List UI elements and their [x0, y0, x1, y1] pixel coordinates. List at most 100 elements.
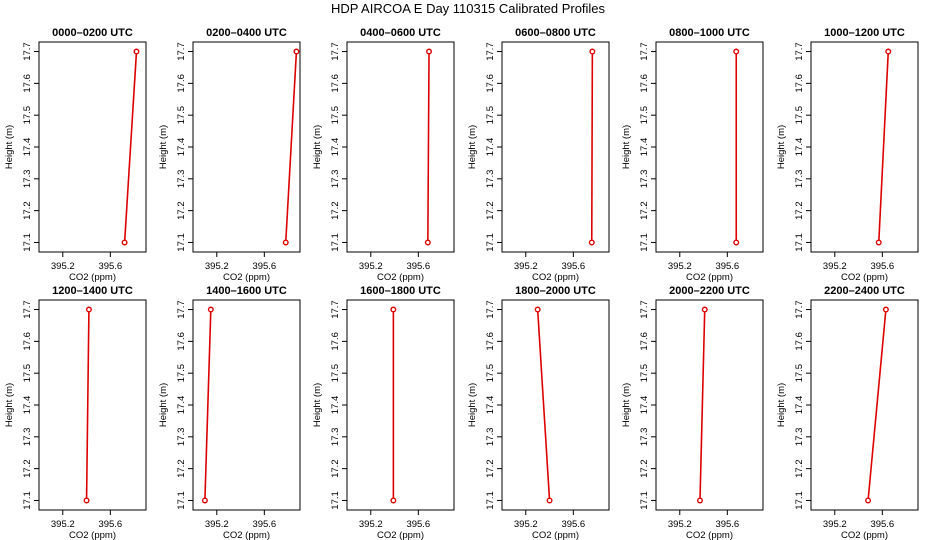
- x-tick-label: 395.2: [668, 519, 692, 530]
- x-axis-label: CO2 (ppm): [532, 272, 579, 283]
- panel-title: 1400–1600 UTC: [206, 285, 287, 297]
- y-tick-label: 17.1: [22, 233, 33, 252]
- y-tick-label: 17.4: [794, 138, 805, 157]
- figure-title: HDP AIRCOA E Day 110315 Calibrated Profi…: [331, 1, 606, 16]
- panel-title: 0400–0600 UTC: [360, 27, 441, 39]
- x-tick-label: 395.6: [406, 519, 430, 530]
- data-point: [121, 239, 128, 246]
- y-tick-label: 17.1: [330, 233, 341, 252]
- y-tick-label: 17.4: [22, 396, 33, 415]
- y-tick-label: 17.1: [639, 491, 650, 510]
- panel: 0200–0400 UTC 395.2 395.6 17.1 17.2 17.3 17.4 1…: [158, 27, 301, 283]
- data-point: [882, 306, 889, 313]
- x-tick-label: 395.2: [823, 519, 847, 530]
- x-tick-label: 395.6: [252, 261, 276, 272]
- y-tick-label: 17.6: [639, 74, 650, 93]
- y-tick-label: 17.5: [485, 364, 496, 383]
- y-tick-label: 17.1: [794, 233, 805, 252]
- profile-line: [867, 309, 887, 501]
- y-tick-label: 17.3: [176, 170, 187, 189]
- data-point: [865, 497, 872, 504]
- x-tick-label: 395.6: [715, 519, 739, 530]
- y-tick-label: 17.5: [794, 106, 805, 125]
- data-point: [282, 239, 289, 246]
- y-tick-label: 17.4: [176, 138, 187, 157]
- profile-line: [877, 51, 890, 243]
- x-axis-label: CO2 (ppm): [841, 530, 888, 540]
- x-tick-label: 395.2: [359, 261, 383, 272]
- y-tick-label: 17.1: [485, 491, 496, 510]
- y-tick-label: 17.6: [485, 74, 496, 93]
- x-tick-label: 395.6: [98, 261, 122, 272]
- y-tick-label: 17.3: [794, 170, 805, 189]
- data-point: [426, 48, 433, 55]
- data-point: [390, 497, 397, 504]
- y-tick-label: 17.5: [639, 364, 650, 383]
- y-tick-label: 17.3: [330, 428, 341, 447]
- y-tick-label: 17.6: [794, 74, 805, 93]
- data-point: [293, 48, 300, 55]
- y-tick-label: 17.3: [176, 428, 187, 447]
- data-point: [588, 239, 595, 246]
- y-tick-label: 17.4: [330, 138, 341, 157]
- x-tick-label: 395.6: [98, 519, 122, 530]
- data-point: [390, 306, 397, 313]
- y-tick-label: 17.7: [176, 300, 187, 319]
- x-tick-label: 395.6: [252, 519, 276, 530]
- panel-title: 0600–0800 UTC: [515, 27, 596, 39]
- profile-line: [427, 51, 430, 243]
- x-tick-label: 395.6: [561, 261, 585, 272]
- y-tick-label: 17.1: [22, 491, 33, 510]
- x-axis-label: CO2 (ppm): [223, 272, 270, 283]
- data-point: [696, 497, 703, 504]
- y-axis-label: Height (m): [312, 125, 323, 169]
- profile-line: [204, 309, 212, 501]
- y-tick-label: 17.2: [794, 201, 805, 220]
- y-tick-label: 17.3: [330, 170, 341, 189]
- y-tick-label: 17.7: [176, 42, 187, 61]
- y-tick-label: 17.7: [639, 300, 650, 319]
- panel-title: 0200–0400 UTC: [206, 27, 287, 39]
- y-tick-label: 17.6: [794, 332, 805, 351]
- y-axis-label: Height (m): [776, 125, 787, 169]
- y-tick-label: 17.2: [639, 459, 650, 478]
- profile-line: [284, 51, 298, 243]
- plot-frame: [655, 299, 764, 511]
- y-tick-label: 17.4: [794, 396, 805, 415]
- x-tick-label: 395.2: [514, 261, 538, 272]
- y-tick-label: 17.5: [22, 364, 33, 383]
- y-tick-label: 17.4: [330, 396, 341, 415]
- panel: 1200–1400 UTC 395.2 395.6 17.1 17.2 17.3 17.4 1…: [4, 285, 147, 540]
- plot-frame: [38, 299, 147, 511]
- y-tick-label: 17.7: [794, 42, 805, 61]
- x-tick-label: 395.2: [514, 519, 538, 530]
- data-point: [589, 48, 596, 55]
- x-axis-label: CO2 (ppm): [686, 530, 733, 540]
- data-point: [875, 239, 882, 246]
- y-tick-label: 17.3: [22, 428, 33, 447]
- x-tick-label: 395.2: [359, 519, 383, 530]
- plot-frame: [192, 299, 301, 511]
- y-tick-label: 17.5: [22, 106, 33, 125]
- x-tick-label: 395.6: [406, 261, 430, 272]
- x-tick-label: 395.6: [715, 261, 739, 272]
- y-tick-label: 17.6: [22, 74, 33, 93]
- x-tick-label: 395.6: [561, 519, 585, 530]
- profile-line: [85, 309, 90, 501]
- data-point: [83, 497, 90, 504]
- y-tick-label: 17.2: [22, 201, 33, 220]
- x-axis-label: CO2 (ppm): [69, 272, 116, 283]
- x-tick-label: 395.2: [205, 519, 229, 530]
- x-axis-label: CO2 (ppm): [377, 272, 424, 283]
- panel-title: 1800–2000 UTC: [515, 285, 596, 297]
- plot-frame: [346, 299, 455, 511]
- y-tick-label: 17.6: [176, 74, 187, 93]
- y-tick-label: 17.5: [794, 364, 805, 383]
- plot-frame: [655, 41, 764, 253]
- y-axis-label: Height (m): [467, 383, 478, 427]
- panel-title: 2000–2200 UTC: [669, 285, 750, 297]
- y-tick-label: 17.2: [794, 459, 805, 478]
- y-tick-label: 17.6: [639, 332, 650, 351]
